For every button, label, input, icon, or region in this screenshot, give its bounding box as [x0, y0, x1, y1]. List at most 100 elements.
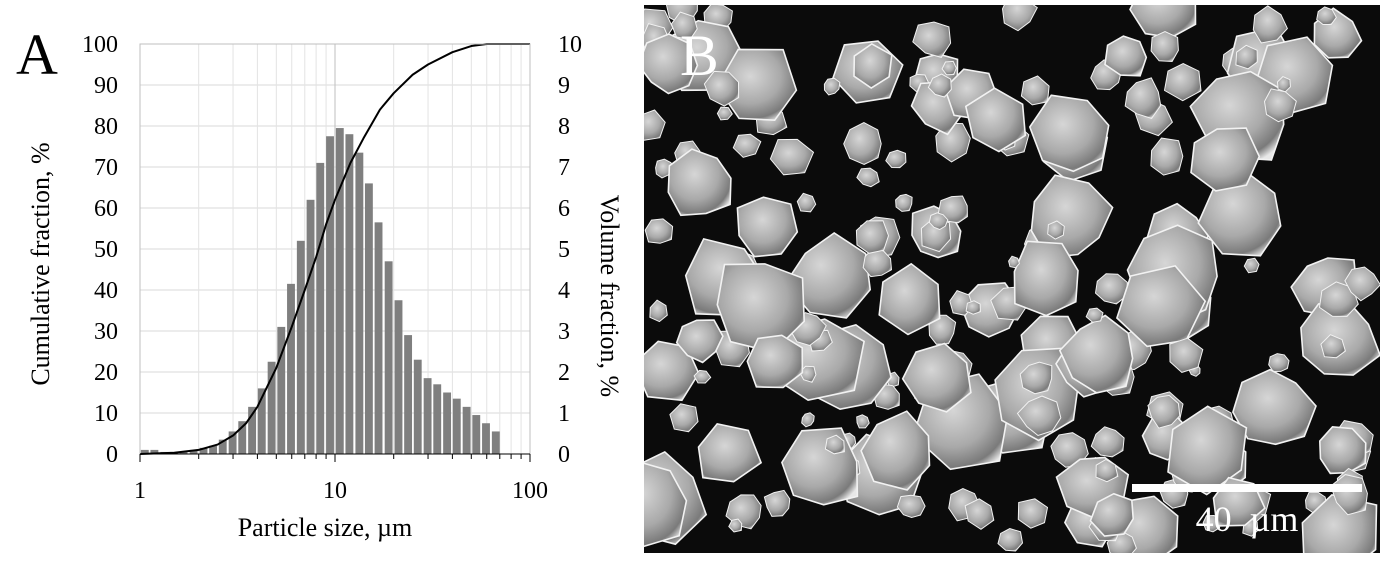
- left-y-axis-ticks: 0 10 20 30 40 50 60 70 80 90 100: [82, 32, 118, 468]
- volume-fraction-bar: [189, 449, 198, 454]
- particle-shape: [667, 148, 732, 217]
- volume-fraction-bar: [287, 283, 295, 454]
- particle-shape: [1115, 265, 1207, 348]
- particle-shape: [885, 149, 907, 169]
- particle-shape: [693, 369, 712, 384]
- right-y-tick-label: 0: [558, 442, 570, 468]
- left-y-tick-label: 60: [94, 196, 118, 222]
- particle-shape: [644, 462, 688, 548]
- volume-fraction-bar: [433, 384, 442, 454]
- particle-shape: [965, 300, 981, 315]
- particle-shape: [1089, 492, 1135, 537]
- volume-fraction-bar: [277, 326, 286, 454]
- right-y-tick-label: 1: [558, 401, 570, 427]
- volume-fraction-bar: [228, 431, 237, 454]
- particle-shape: [697, 423, 763, 483]
- particle-shape: [796, 192, 817, 213]
- particle-shape: [1001, 5, 1038, 32]
- left-y-tick-label: 20: [94, 360, 118, 386]
- volume-fraction-bar: [248, 406, 257, 454]
- particle-shape: [1058, 314, 1134, 394]
- particle-shape: [1150, 137, 1184, 176]
- volume-fraction-bar: [238, 421, 247, 454]
- volume-fraction-bar: [140, 449, 149, 454]
- particle-shape: [1344, 266, 1380, 302]
- right-y-tick-label: 2: [558, 360, 570, 386]
- particle-shape: [769, 138, 815, 176]
- particle-shape: [1197, 170, 1282, 257]
- volume-fraction-bar: [491, 431, 500, 454]
- grid-lines: [139, 43, 530, 455]
- particle-shape: [1104, 35, 1148, 77]
- particle-shape: [784, 232, 872, 319]
- particle-shape: [746, 334, 804, 389]
- particle-shape: [1090, 426, 1125, 458]
- scale-bar-label: 40 µm: [1195, 499, 1299, 539]
- volume-fraction-bar: [267, 361, 276, 454]
- particle-shape: [1095, 458, 1119, 483]
- volume-fraction-bar: [452, 398, 461, 454]
- particle-shape: [669, 403, 699, 433]
- panel-a-letter: A: [16, 22, 58, 87]
- left-y-tick-label: 70: [94, 155, 118, 181]
- particle-shape: [1016, 395, 1062, 437]
- particle-shape: [1316, 6, 1337, 25]
- volume-fraction-bar: [209, 445, 218, 454]
- particle-shape: [1263, 88, 1297, 123]
- volume-fraction-bar: [199, 447, 208, 454]
- particle-shape: [1252, 5, 1288, 44]
- sem-micrograph: B 40 µm: [644, 5, 1380, 553]
- particle-shape: [1008, 255, 1020, 269]
- right-y-tick-label: 5: [558, 237, 570, 263]
- left-y-tick-label: 40: [94, 278, 118, 304]
- volume-fraction-bar: [296, 240, 305, 454]
- particle-shape: [1147, 394, 1181, 429]
- particle-shape: [1047, 220, 1065, 240]
- right-y-tick-label: 10: [558, 32, 582, 58]
- particle-shape: [1243, 257, 1260, 274]
- particle-shape: [843, 122, 882, 165]
- particle-shape: [644, 109, 666, 141]
- left-y-tick-label: 0: [106, 442, 118, 468]
- volume-fraction-bar: [482, 423, 490, 454]
- particle-shape: [1276, 76, 1291, 93]
- particle-shape: [895, 193, 913, 212]
- particle-shape: [1017, 498, 1049, 529]
- particle-shape: [1028, 94, 1110, 173]
- particle-shape: [878, 262, 941, 336]
- particle-shape: [860, 410, 931, 491]
- left-y-tick-label: 30: [94, 319, 118, 345]
- particle-shape: [1235, 44, 1258, 70]
- x-tick-label: 100: [512, 478, 548, 504]
- volume-fraction-bar: [316, 162, 325, 454]
- particle-shape: [927, 73, 952, 98]
- particle-shape: [732, 133, 762, 158]
- left-y-tick-label: 90: [94, 73, 118, 99]
- particle-shape: [928, 212, 949, 231]
- right-y-tick-label: 6: [558, 196, 570, 222]
- x-axis-title: Particle size, µm: [238, 513, 413, 542]
- volume-fraction-bar: [413, 359, 422, 454]
- volume-fraction-bar: [404, 335, 413, 454]
- particle-shape: [1318, 425, 1367, 475]
- right-y-axis-title: Volume fraction, %: [595, 195, 624, 397]
- particle-shape: [1019, 361, 1053, 395]
- x-axis-ticks: 1 10 100: [134, 454, 548, 504]
- particle-shape: [1318, 281, 1359, 317]
- particle-shape: [862, 247, 893, 278]
- right-y-tick-label: 7: [558, 155, 570, 181]
- particle-shape: [964, 498, 995, 530]
- particle-shape: [941, 60, 957, 76]
- particle-shape: [964, 87, 1027, 153]
- volume-fraction-bar: [257, 388, 266, 454]
- particle-shape: [644, 218, 674, 244]
- particle-shape: [763, 489, 791, 517]
- right-y-tick-label: 3: [558, 319, 570, 345]
- particle-shape: [855, 220, 890, 254]
- particle-shape: [1013, 240, 1079, 317]
- particle-shape: [1320, 334, 1346, 359]
- volume-fraction-bars: [140, 128, 500, 455]
- volume-fraction-bar: [423, 378, 432, 454]
- particle-shape: [1150, 30, 1179, 63]
